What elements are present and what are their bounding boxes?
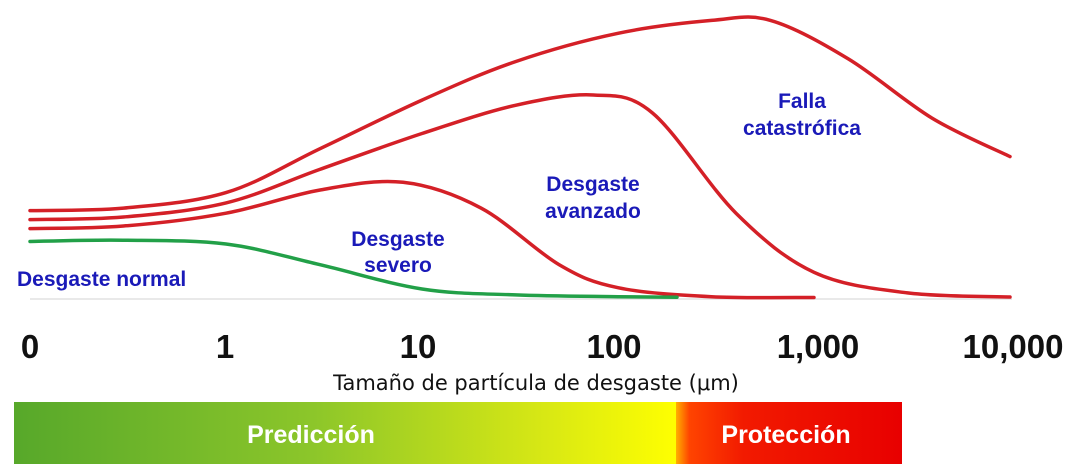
curve-label-severe-line-1: Desgaste: [351, 228, 444, 251]
curve-advanced: [28, 93, 1012, 299]
band-prediction: [14, 402, 678, 464]
x-tick-label-100: 100: [586, 328, 641, 365]
curve-label-severe: Desgaste severo: [351, 228, 444, 277]
curve-label-catastrophic-line-1: Falla: [778, 90, 826, 113]
x-tick-label-10: 10: [400, 328, 437, 365]
x-tick-label-1: 1: [216, 328, 234, 365]
x-axis-title: Tamaño de partícula de desgaste (μm): [332, 371, 739, 395]
band-label-protection: Protección: [721, 421, 850, 449]
curve-label-normal-line-1: Desgaste normal: [17, 268, 186, 291]
curve-label-advanced-line-2: avanzado: [545, 200, 641, 223]
curve-label-advanced: Desgaste avanzado: [545, 173, 641, 223]
x-tick-label-10000: 10,000: [963, 328, 1064, 365]
x-tick-label-1000: 1,000: [777, 328, 860, 365]
band-protection: [676, 402, 902, 464]
curve-label-severe-line-2: severo: [364, 254, 432, 277]
x-tick-labels: 0 1 10 100 1,000 10,000: [21, 328, 1064, 365]
band-label-prediction: Predicción: [247, 421, 375, 449]
curve-catastrophic: [28, 15, 1012, 213]
curve-label-normal: Desgaste normal: [17, 268, 186, 291]
curve-severe: [28, 179, 816, 300]
curve-label-advanced-line-1: Desgaste: [546, 173, 639, 196]
prediction-protection-band: Predicción Protección: [14, 402, 902, 464]
x-tick-label-0: 0: [21, 328, 39, 365]
curve-label-catastrophic-line-2: catastrófica: [743, 117, 861, 140]
curve-label-catastrophic: Falla catastrófica: [743, 90, 861, 140]
curves-group: [28, 15, 1012, 300]
curve-normal: [28, 238, 679, 299]
